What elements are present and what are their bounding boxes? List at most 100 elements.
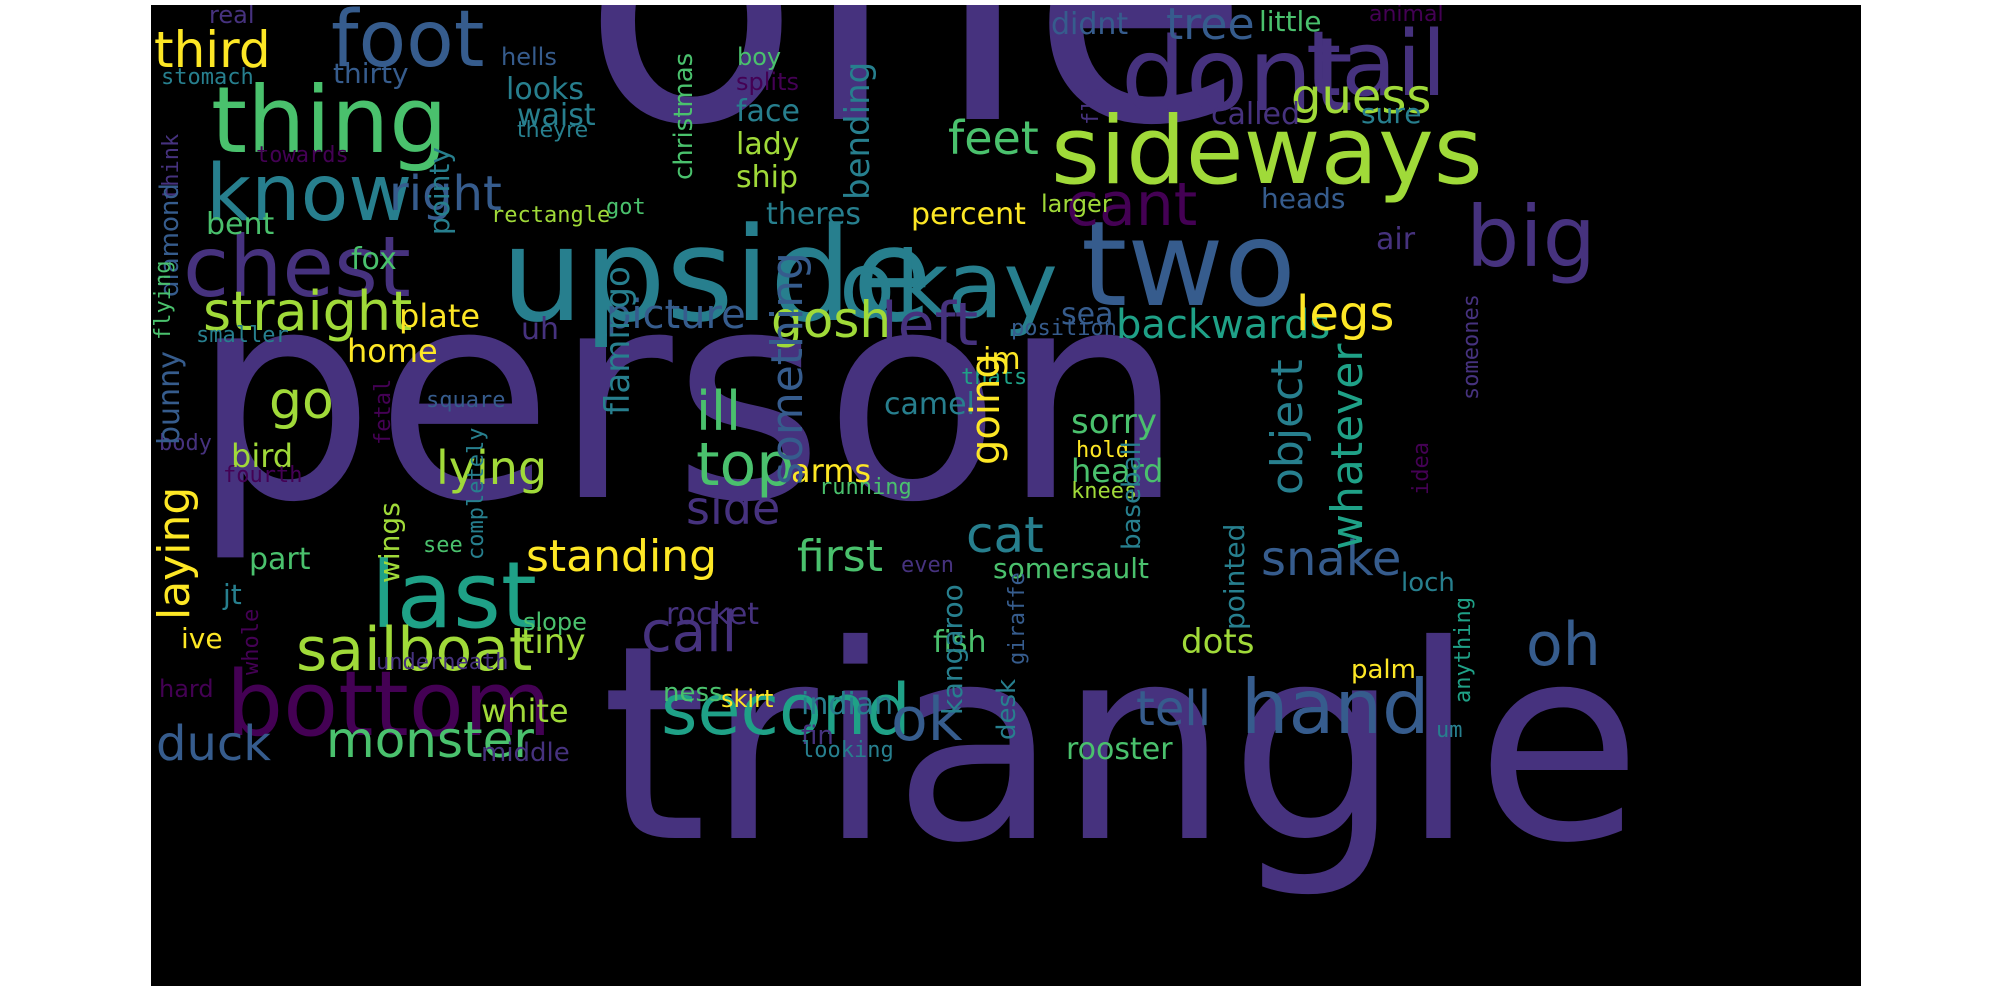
word-camel: camel bbox=[884, 387, 975, 422]
word-knees: knees bbox=[1071, 479, 1138, 504]
word-called: called bbox=[1211, 97, 1301, 132]
word-theyre: theyre bbox=[517, 118, 589, 143]
word-flat: flat bbox=[1079, 72, 1104, 125]
word-duck: duck bbox=[156, 716, 272, 772]
word-indian: indian bbox=[801, 687, 894, 722]
word-lady: lady bbox=[736, 127, 800, 162]
word-hard: hard bbox=[159, 675, 214, 703]
word-top: top bbox=[696, 430, 795, 500]
word-upside: upside bbox=[501, 199, 933, 351]
word-bird: bird bbox=[231, 437, 294, 475]
word-standing: standing bbox=[526, 531, 717, 582]
word-bottom: bottom bbox=[226, 652, 552, 757]
word-straight: straight bbox=[203, 280, 413, 343]
word-backwards: backwards bbox=[1116, 302, 1331, 348]
word-tell: tell bbox=[1136, 681, 1212, 737]
word-second: second bbox=[661, 669, 911, 751]
word-heard: heard bbox=[1071, 452, 1164, 490]
word-thats: thats bbox=[961, 365, 1028, 390]
word-body: body bbox=[159, 431, 212, 456]
word-tail: tail bbox=[1306, 12, 1447, 117]
word-first: first bbox=[797, 531, 883, 582]
word-fish: fish bbox=[933, 625, 987, 660]
word-stomach: stomach bbox=[161, 65, 254, 90]
word-big: big bbox=[1466, 188, 1596, 286]
word-tiny: tiny bbox=[521, 622, 586, 662]
word-somersault: somersault bbox=[993, 552, 1149, 585]
word-triangle: triangle bbox=[601, 587, 1642, 902]
word-guess: guess bbox=[1291, 69, 1432, 125]
word-part: part bbox=[249, 542, 311, 577]
word-theres: theres bbox=[766, 197, 861, 232]
word-white: white bbox=[481, 692, 569, 730]
word-anything: anything bbox=[1451, 597, 1476, 703]
word-sure: sure bbox=[1361, 97, 1422, 130]
word-arms: arms bbox=[791, 452, 872, 490]
word-side: side bbox=[686, 481, 781, 535]
word-underneath: underneath bbox=[376, 650, 509, 675]
word-plate: plate bbox=[399, 297, 481, 335]
word-hold: hold bbox=[1076, 438, 1129, 463]
word-last: last bbox=[371, 542, 537, 649]
word-smaller: smaller bbox=[196, 323, 289, 348]
word-baseball: baseball bbox=[1117, 441, 1147, 550]
word-dots: dots bbox=[1181, 622, 1255, 662]
word-position: position bbox=[1011, 316, 1117, 341]
word-whole: whole bbox=[239, 608, 264, 675]
word-see: see bbox=[423, 533, 463, 558]
word-something: something bbox=[762, 252, 813, 485]
word-christmas: christmas bbox=[669, 52, 699, 180]
word-thirty: thirty bbox=[333, 57, 409, 90]
word-picture: picture bbox=[606, 292, 746, 338]
word-um: um bbox=[1436, 718, 1463, 743]
word-feet: feet bbox=[948, 111, 1039, 165]
word-pointed: pointed bbox=[1218, 523, 1251, 630]
word-third: third bbox=[154, 21, 271, 79]
word-giraffe: giraffe bbox=[1005, 572, 1030, 665]
word-larger: larger bbox=[1041, 190, 1112, 218]
word-fox: fox bbox=[351, 242, 397, 277]
word-sailboat: sailboat bbox=[296, 615, 533, 685]
word-face: face bbox=[736, 94, 800, 129]
word-completely: completely bbox=[464, 427, 489, 560]
word-flamingo: flamingo bbox=[598, 266, 638, 415]
word-splits: splits bbox=[736, 68, 799, 96]
word-desk: desk bbox=[992, 678, 1022, 740]
word-ill: ill bbox=[696, 380, 742, 443]
word-flying: flying bbox=[151, 260, 176, 340]
word-idea: idea bbox=[1409, 442, 1434, 495]
word-loch: loch bbox=[1401, 568, 1455, 598]
word-monster: monster bbox=[326, 711, 534, 769]
word-bent: bent bbox=[206, 207, 275, 242]
word-rooster: rooster bbox=[1066, 732, 1173, 767]
word-percent: percent bbox=[911, 197, 1026, 232]
word-even: even bbox=[901, 553, 954, 578]
word-hells: hells bbox=[501, 43, 557, 71]
word-sorry: sorry bbox=[1071, 402, 1157, 442]
word-lying: lying bbox=[436, 441, 548, 495]
word-waist: waist bbox=[517, 98, 596, 133]
word-rectangle: rectangle bbox=[491, 203, 611, 228]
word-snake: snake bbox=[1261, 531, 1402, 587]
word-square: square bbox=[426, 388, 506, 413]
word-fetal: fetal bbox=[371, 378, 396, 445]
word-fin: fin bbox=[801, 721, 834, 751]
word-whatever: whatever bbox=[1322, 343, 1373, 550]
word-bending: bending bbox=[838, 61, 878, 200]
word-ship: ship bbox=[736, 160, 799, 195]
word-person: person bbox=[191, 229, 1186, 566]
word-dont: dont bbox=[1121, 16, 1353, 135]
word-boy: boy bbox=[737, 43, 782, 71]
word-didnt: didnt bbox=[1051, 7, 1129, 42]
word-bunny: bunny bbox=[152, 351, 187, 445]
word-going: going bbox=[963, 353, 1009, 465]
word-heads: heads bbox=[1261, 182, 1346, 215]
word-someones: someones bbox=[1459, 294, 1484, 400]
word-got: got bbox=[606, 195, 646, 220]
word-running: running bbox=[819, 475, 912, 500]
word-ness: ness bbox=[663, 678, 723, 708]
word-right: right bbox=[389, 166, 502, 222]
word-hand: hand bbox=[1241, 663, 1430, 751]
word-air: air bbox=[1376, 222, 1416, 257]
word-object: object bbox=[1262, 359, 1313, 495]
